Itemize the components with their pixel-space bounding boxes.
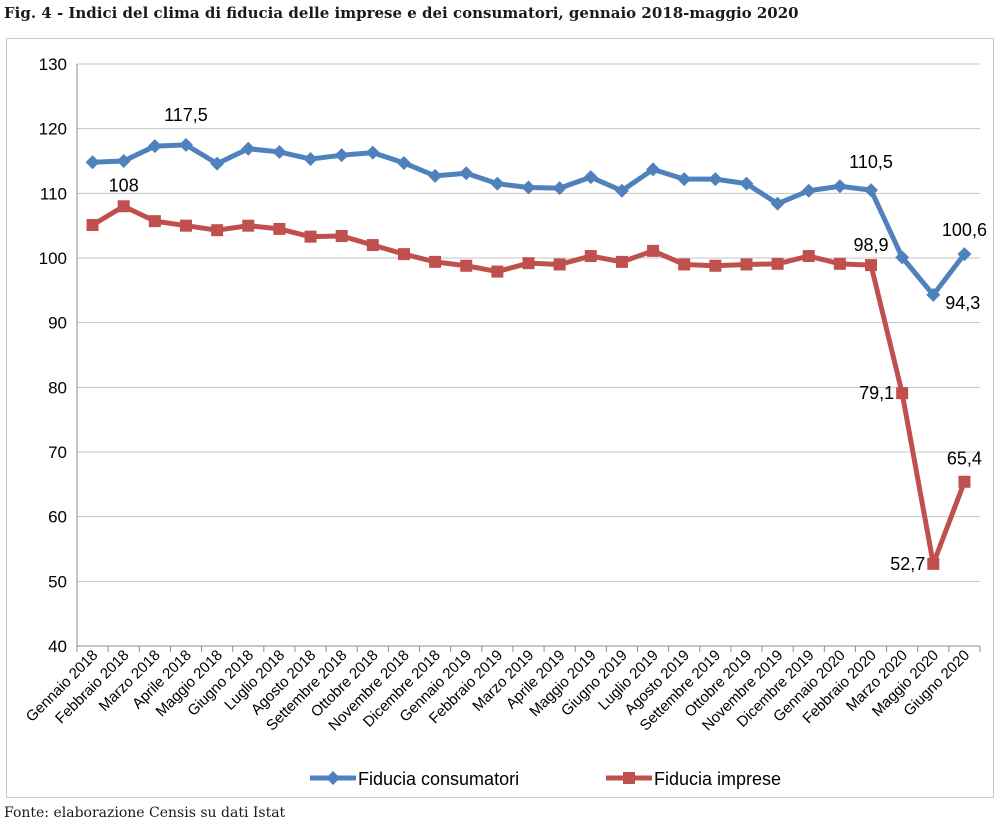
data-point-imprese: [896, 387, 909, 400]
data-point-imprese: [958, 475, 971, 488]
series-line-consumatori: [90, 142, 967, 298]
y-tick-label: 40: [48, 637, 67, 656]
data-point-consumatori: [178, 137, 193, 152]
data-point-imprese: [615, 255, 628, 268]
data-point-imprese: [865, 259, 878, 272]
data-point-consumatori: [147, 139, 162, 154]
data-point-imprese: [148, 215, 161, 228]
data-point-imprese: [429, 255, 442, 268]
y-tick-label: 50: [48, 572, 67, 591]
data-point-consumatori: [334, 148, 349, 163]
data-point-consumatori: [895, 250, 910, 265]
data-label: 108: [109, 175, 139, 195]
legend-label: Fiducia imprese: [654, 769, 781, 789]
data-point-imprese: [647, 244, 660, 257]
data-point-consumatori: [646, 162, 661, 177]
y-tick-label: 60: [48, 508, 67, 527]
y-tick-label: 130: [39, 55, 67, 74]
data-point-imprese: [709, 259, 722, 272]
chart-frame: [6, 38, 994, 798]
data-point-consumatori: [241, 141, 256, 156]
data-point-imprese: [335, 230, 348, 243]
data-point-consumatori: [739, 176, 754, 191]
data-point-imprese: [771, 257, 784, 270]
data-point-consumatori: [272, 144, 287, 159]
data-point-consumatori: [770, 196, 785, 211]
line-chart: 40 50 60 70 80 90 100 110 120 130 Gennaio 2018Feb…: [23, 55, 987, 789]
data-point-consumatori: [926, 287, 941, 302]
figure-title: Fig. 4 - Indici del clima di fiducia del…: [4, 4, 799, 22]
data-point-consumatori: [490, 176, 505, 191]
data-point-imprese: [242, 219, 255, 232]
data-point-consumatori: [801, 183, 816, 198]
data-labels: 117,5 110,5 94,3 100,6 108 98,9 79,1 52,7 65,4: [109, 105, 987, 574]
data-label: 52,7: [890, 554, 925, 574]
y-tick-label: 120: [39, 120, 67, 139]
data-point-imprese: [522, 257, 535, 270]
legend: Fiducia consumatori Fiducia imprese: [310, 769, 781, 789]
data-point-imprese: [740, 258, 753, 271]
data-point-imprese: [833, 257, 846, 270]
data-point-consumatori: [459, 166, 474, 181]
data-point-imprese: [211, 224, 224, 237]
data-point-imprese: [460, 259, 473, 272]
data-point-imprese: [179, 219, 192, 232]
data-point-imprese: [86, 219, 99, 232]
data-point-consumatori: [832, 179, 847, 194]
legend-marker: [623, 772, 635, 784]
data-point-consumatori: [210, 156, 225, 171]
data-point-imprese: [678, 258, 691, 271]
data-point-consumatori: [614, 183, 629, 198]
series-lines: [85, 137, 972, 570]
data-point-consumatori: [864, 183, 879, 198]
data-label: 110,5: [849, 152, 893, 172]
legend-item-imprese: Fiducia imprese: [606, 769, 781, 789]
data-label: 94,3: [945, 293, 980, 313]
y-tick-label: 80: [48, 378, 67, 397]
legend-item-consumatori: Fiducia consumatori: [310, 769, 519, 789]
data-point-imprese: [927, 557, 940, 570]
data-point-imprese: [584, 250, 597, 263]
data-point-imprese: [553, 258, 566, 271]
data-point-consumatori: [677, 172, 692, 187]
data-point-consumatori: [428, 168, 443, 183]
legend-marker: [326, 771, 340, 785]
data-point-consumatori: [85, 155, 100, 170]
y-tick-label: 110: [40, 184, 67, 203]
data-point-consumatori: [957, 247, 972, 262]
data-point-imprese: [117, 200, 130, 213]
y-tick-label: 90: [48, 314, 67, 333]
data-point-consumatori: [708, 172, 723, 187]
data-point-imprese: [397, 248, 410, 261]
data-label: 79,1: [859, 383, 894, 403]
data-label: 100,6: [942, 220, 987, 240]
y-axis: 40 50 60 70 80 90 100 110 120 130: [39, 55, 78, 656]
y-tick-label: 100: [39, 249, 67, 268]
data-point-imprese: [366, 239, 379, 252]
data-point-imprese: [273, 222, 286, 235]
data-point-consumatori: [396, 155, 411, 170]
data-label: 65,4: [947, 449, 982, 469]
data-label: 117,5: [164, 105, 208, 125]
data-point-consumatori: [521, 180, 536, 195]
data-point-consumatori: [552, 181, 567, 196]
y-tick-label: 70: [48, 443, 67, 462]
legend-label: Fiducia consumatori: [358, 769, 519, 789]
data-point-consumatori: [583, 170, 598, 185]
data-point-imprese: [491, 265, 504, 278]
data-point-consumatori: [365, 145, 380, 160]
gridlines: [77, 63, 980, 582]
data-point-imprese: [802, 250, 815, 263]
data-point-consumatori: [303, 152, 318, 167]
source-note: Fonte: elaborazione Censis su dati Istat: [4, 805, 286, 821]
data-point-consumatori: [116, 154, 131, 168]
data-label: 98,9: [853, 235, 888, 255]
data-point-imprese: [304, 230, 317, 243]
